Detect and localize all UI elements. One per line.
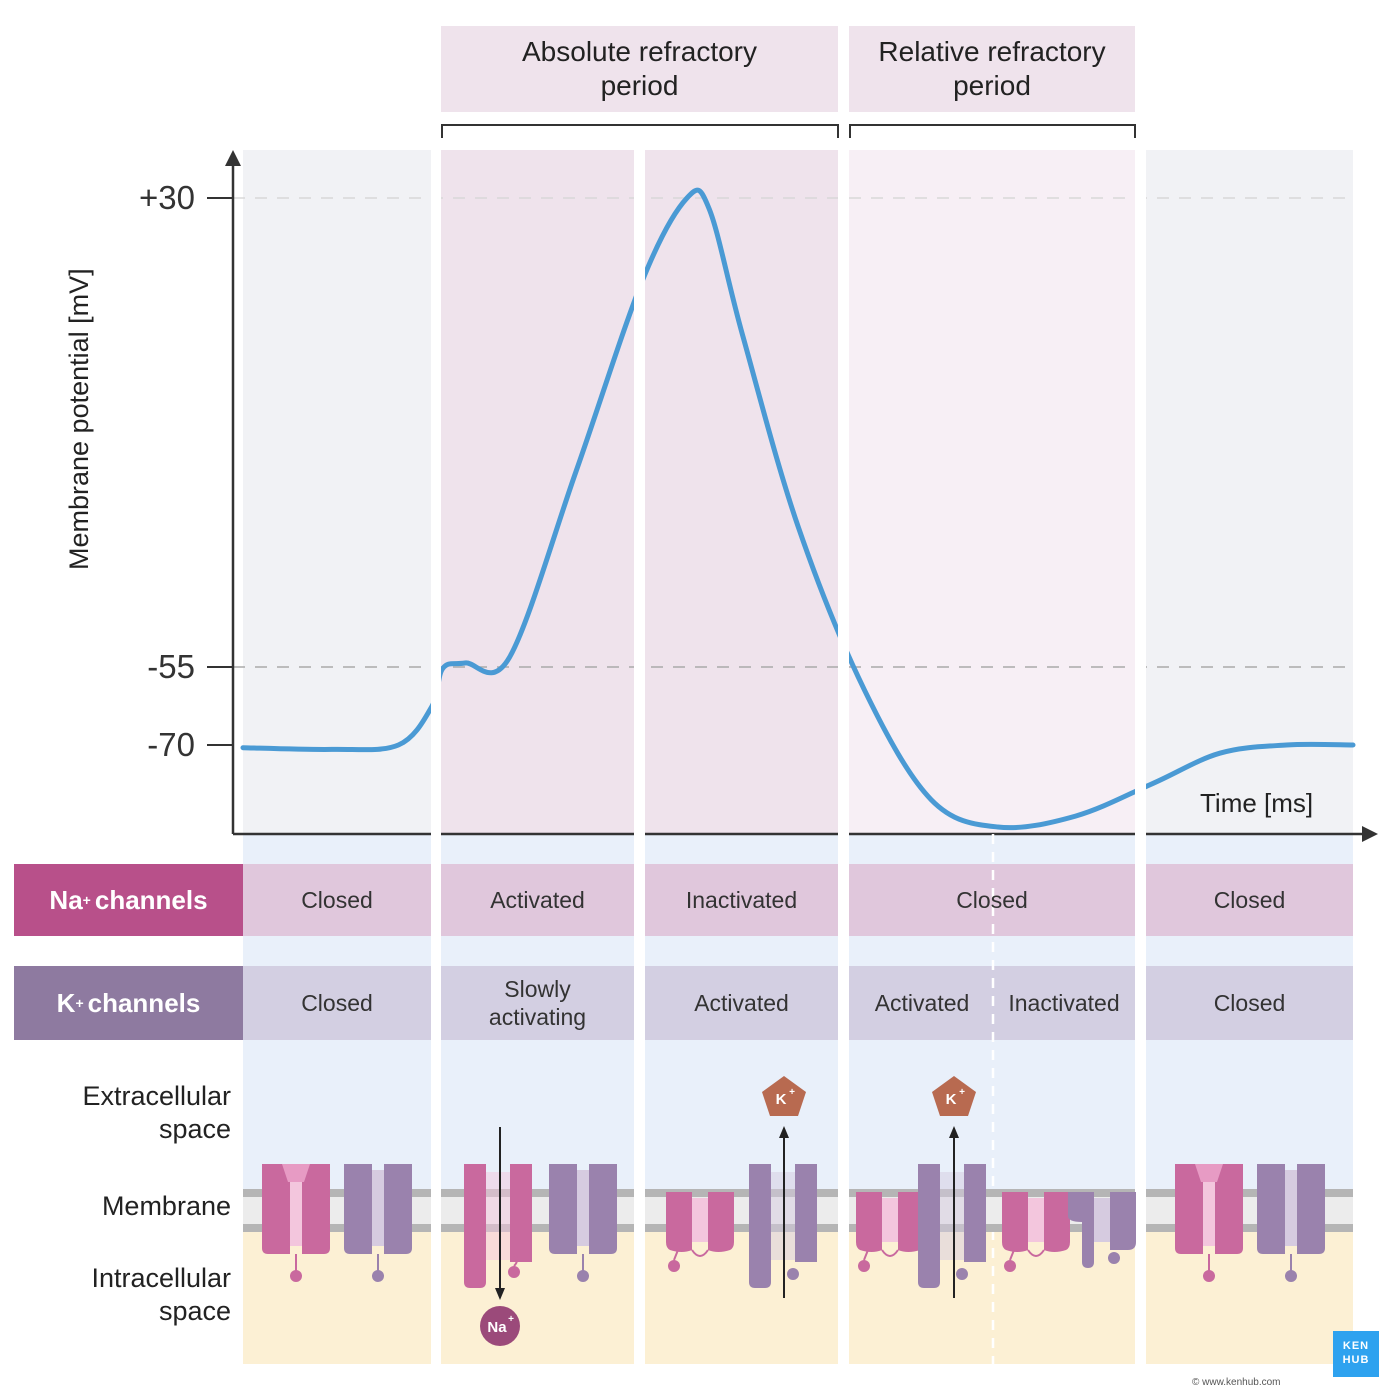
relative-refractory-box xyxy=(849,26,1135,112)
tick-label-minus55: -55 xyxy=(147,648,195,685)
membrane-potential-trace xyxy=(240,187,1356,831)
phase-bg-resting-1 xyxy=(243,150,431,834)
phase-bg-resting-2 xyxy=(1146,150,1353,834)
na-state: Activated xyxy=(490,886,585,913)
tick-label-plus30: +30 xyxy=(139,179,195,216)
x-axis-label: Time [ms] xyxy=(1200,788,1314,818)
extracellular-space-label: Extracellular space xyxy=(82,1081,231,1144)
k-state: Activated xyxy=(874,989,970,1016)
k-state: Inactivated xyxy=(1008,989,1120,1016)
na-row-band xyxy=(243,864,1353,936)
na-state: Closed xyxy=(956,886,1028,913)
absolute-refractory-box xyxy=(441,26,838,112)
k-state: Activated xyxy=(694,989,789,1016)
absolute-refractory-label: Absolute refractory period xyxy=(522,35,757,101)
ion-flow-arrows xyxy=(495,1126,959,1300)
svg-text:+: + xyxy=(508,1314,514,1325)
phase-bg-hyperpolarization xyxy=(849,150,1135,834)
svg-text:K: K xyxy=(776,1091,787,1108)
membrane-label: Membrane xyxy=(101,1191,231,1221)
k-row-head-bg xyxy=(14,966,243,1040)
na-state: Closed xyxy=(301,886,373,913)
tick-label-minus70: -70 xyxy=(147,726,195,763)
na-ion: Na + xyxy=(480,1306,520,1346)
k-state: Slowly activating xyxy=(488,975,587,1030)
kenhub-logo: KEN HUB xyxy=(1333,1331,1379,1377)
phase-bg-repolarization xyxy=(645,150,838,834)
intracellular-space-label: Intracellular space xyxy=(91,1263,231,1326)
k-ion: K + xyxy=(762,1076,806,1116)
k-row-band xyxy=(243,966,1353,1040)
y-axis-arrow xyxy=(225,150,241,166)
absolute-bracket xyxy=(441,124,839,138)
na-channels-label: Na + channels xyxy=(49,884,208,915)
x-axis-arrow xyxy=(1362,826,1378,842)
svg-text:+: + xyxy=(789,1087,795,1098)
na-row-head-bg xyxy=(14,864,243,936)
na-state: Closed xyxy=(1213,886,1286,913)
relative-refractory-label: Relative refractory period xyxy=(878,35,1106,101)
k-ion: K + xyxy=(932,1076,976,1116)
svg-text:+: + xyxy=(959,1087,965,1098)
k-state: Closed xyxy=(1213,989,1286,1016)
svg-text:Na: Na xyxy=(487,1319,507,1336)
copyright-notice: © www.kenhub.com xyxy=(1192,1377,1281,1388)
na-state: Inactivated xyxy=(685,886,798,913)
phase-bg-depolarization xyxy=(441,150,634,834)
relative-bracket xyxy=(849,124,1136,138)
k-state: Closed xyxy=(301,989,373,1016)
chart-phase-backgrounds xyxy=(243,150,1353,834)
svg-text:K: K xyxy=(946,1091,957,1108)
y-axis-label: Membrane potential [mV] xyxy=(64,268,94,570)
k-channels-label: K + channels xyxy=(56,987,201,1018)
